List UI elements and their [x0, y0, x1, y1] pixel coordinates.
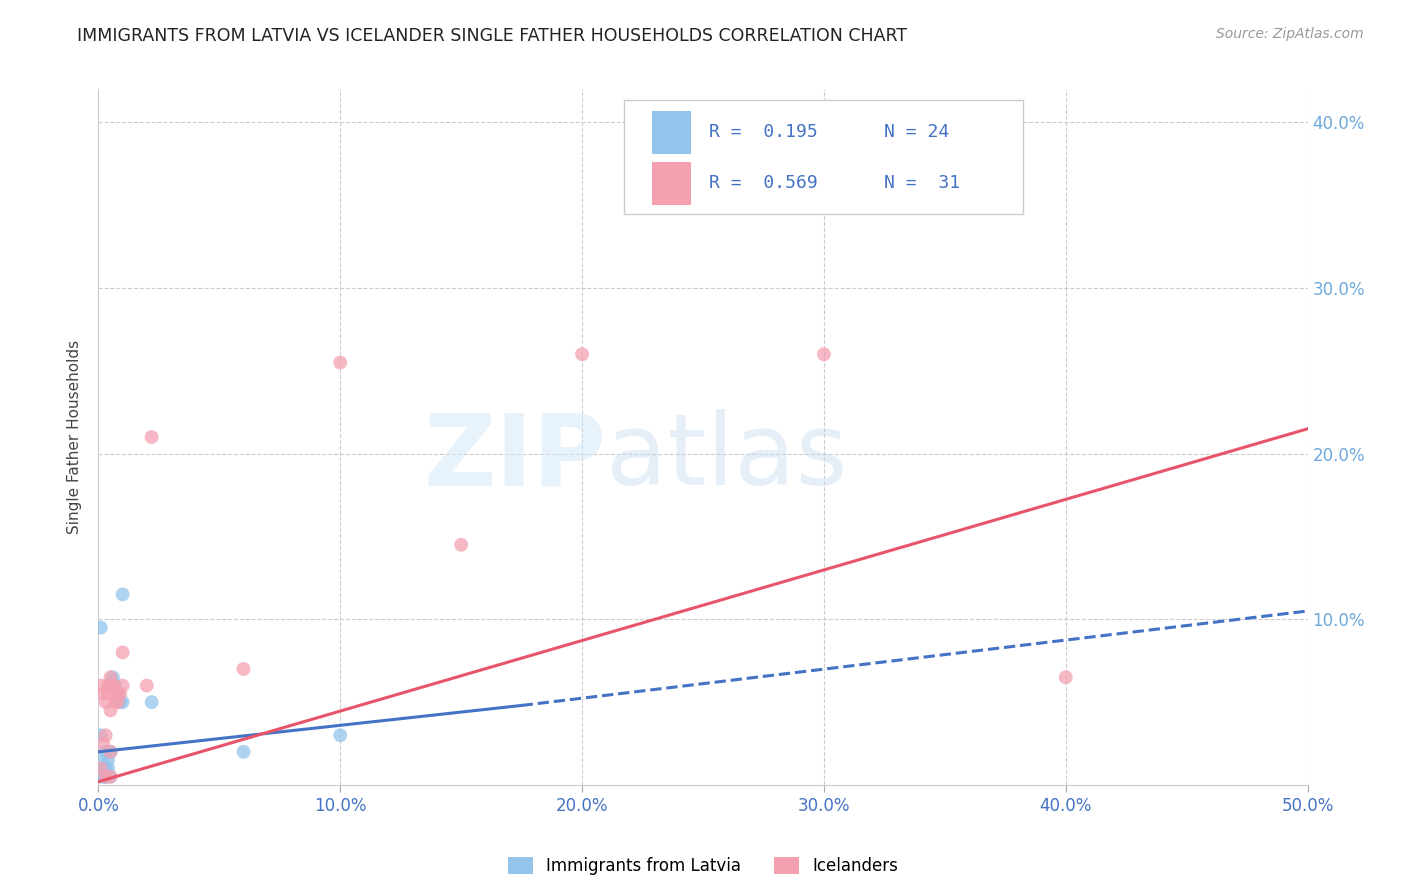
Point — [100, 745, 122, 759]
Point — [91, 770, 114, 784]
Point — [91, 753, 114, 767]
Legend: Immigrants from Latvia, Icelanders: Immigrants from Latvia, Icelanders — [499, 849, 907, 884]
Point — [94, 761, 117, 775]
Point — [329, 728, 352, 742]
Point — [692, 198, 714, 212]
Point — [107, 695, 129, 709]
Point — [104, 695, 127, 709]
Point — [100, 745, 122, 759]
Text: Source: ZipAtlas.com: Source: ZipAtlas.com — [1216, 27, 1364, 41]
Text: R =  0.195: R = 0.195 — [709, 123, 818, 141]
Point — [100, 703, 122, 717]
Point — [100, 679, 122, 693]
Point — [232, 662, 254, 676]
Point — [94, 770, 117, 784]
Text: IMMIGRANTS FROM LATVIA VS ICELANDER SINGLE FATHER HOUSEHOLDS CORRELATION CHART: IMMIGRANTS FROM LATVIA VS ICELANDER SING… — [77, 27, 907, 45]
Point — [100, 770, 122, 784]
Point — [141, 430, 163, 444]
Point — [111, 587, 134, 601]
Point — [101, 679, 124, 693]
Point — [90, 679, 112, 693]
Point — [90, 728, 112, 742]
Point — [450, 538, 472, 552]
Bar — [652, 111, 690, 154]
Point — [94, 770, 117, 784]
Point — [90, 770, 112, 784]
Point — [91, 737, 114, 751]
Point — [90, 621, 112, 635]
Point — [101, 679, 124, 693]
Text: ZIP: ZIP — [423, 409, 606, 507]
Point — [97, 687, 120, 701]
Point — [111, 695, 134, 709]
Point — [90, 761, 112, 775]
Text: atlas: atlas — [606, 409, 848, 507]
Point — [571, 347, 593, 361]
Point — [107, 687, 129, 701]
Point — [108, 687, 131, 701]
Point — [97, 753, 120, 767]
Point — [94, 770, 117, 784]
Point — [813, 347, 835, 361]
Point — [91, 687, 114, 701]
Point — [100, 770, 122, 784]
Point — [101, 670, 124, 684]
Point — [111, 645, 134, 659]
Point — [94, 695, 117, 709]
Point — [91, 761, 114, 775]
Point — [1054, 670, 1077, 684]
Point — [111, 679, 134, 693]
Point — [97, 761, 120, 775]
Point — [135, 679, 157, 693]
Point — [94, 728, 117, 742]
Point — [141, 695, 163, 709]
Text: N = 24: N = 24 — [884, 123, 949, 141]
Point — [100, 670, 122, 684]
Point — [104, 687, 127, 701]
Point — [94, 745, 117, 759]
Bar — [652, 161, 690, 204]
Text: R =  0.569: R = 0.569 — [709, 174, 818, 192]
FancyBboxPatch shape — [624, 100, 1024, 214]
Text: N =  31: N = 31 — [884, 174, 960, 192]
Point — [107, 687, 129, 701]
Point — [329, 355, 352, 369]
Y-axis label: Single Father Households: Single Father Households — [67, 340, 83, 534]
Point — [108, 695, 131, 709]
Point — [232, 745, 254, 759]
Point — [104, 679, 127, 693]
Point — [97, 679, 120, 693]
